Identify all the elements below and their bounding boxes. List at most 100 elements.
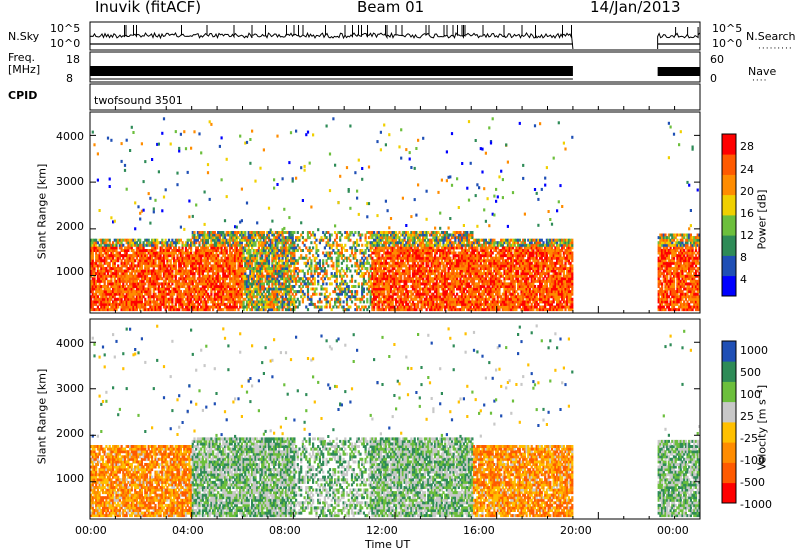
power-range-cell	[167, 274, 171, 278]
power-range-cell	[174, 246, 177, 250]
power-range-cell	[108, 238, 111, 242]
power-range-cell	[171, 272, 174, 276]
power-range-cell	[110, 246, 113, 250]
power-range-cell	[295, 300, 298, 304]
power-range-cell	[195, 282, 198, 286]
power-range-cell	[156, 287, 159, 291]
power-range-cell	[162, 279, 166, 283]
power-scatter-cell	[245, 201, 249, 205]
power-range-cell	[127, 300, 130, 304]
power-range-cell	[154, 259, 157, 263]
power-range-cell	[191, 300, 194, 304]
power-range-cell	[384, 243, 387, 247]
power-range-cell	[178, 302, 181, 306]
power-range-cell	[132, 295, 135, 299]
power-range-cell	[115, 251, 118, 255]
power-range-cell	[154, 264, 157, 268]
power-range-cell	[181, 285, 184, 288]
power-range-cell	[174, 259, 177, 263]
power-range-cell	[173, 261, 176, 265]
power-range-cell	[342, 300, 345, 304]
power-range-cell	[393, 290, 396, 294]
power-range-cell	[120, 264, 123, 268]
power-range-cell	[103, 282, 106, 286]
power-ytick-4000: 4000	[56, 130, 84, 143]
power-range-cell	[115, 241, 118, 245]
power-range-cell	[179, 277, 182, 281]
power-range-cell	[166, 241, 169, 245]
power-range-cell	[115, 305, 118, 309]
power-range-cell	[256, 256, 259, 260]
power-range-cell	[413, 243, 416, 247]
power-range-cell	[154, 241, 157, 245]
power-range-cell	[357, 282, 360, 286]
power-range-cell	[129, 290, 132, 294]
power-range-cell	[112, 243, 115, 247]
power-range-cell	[181, 261, 184, 265]
power-range-cell	[90, 285, 93, 288]
power-range-cell	[183, 269, 186, 273]
power-range-cell	[106, 269, 110, 273]
power-range-cell	[140, 243, 143, 247]
power-range-cell	[132, 287, 135, 291]
power-range-cell	[117, 251, 120, 255]
power-range-cell	[125, 282, 128, 286]
power-range-cell	[93, 238, 96, 242]
power-scatter-cell	[422, 136, 425, 140]
power-range-cell	[317, 279, 320, 283]
power-range-cell	[305, 238, 308, 242]
power-range-cell	[106, 302, 110, 306]
power-range-cell	[113, 302, 116, 306]
power-range-cell	[117, 305, 120, 309]
power-range-cell	[181, 246, 184, 250]
power-range-cell	[198, 274, 201, 278]
power-range-cell	[117, 254, 120, 258]
power-range-cell	[203, 254, 206, 258]
power-range-cell	[113, 274, 116, 278]
power-range-cell	[115, 285, 118, 288]
power-scatter-cell	[200, 151, 203, 155]
power-range-cell	[117, 267, 120, 270]
power-scatter-cell	[273, 178, 276, 182]
power-range-cell	[139, 279, 142, 283]
power-range-cell	[132, 290, 135, 294]
power-range-cell	[174, 300, 177, 304]
power-range-cell	[178, 272, 181, 276]
power-scatter-cell	[161, 209, 164, 213]
power-range-cell	[147, 259, 150, 263]
power-scatter-cell	[334, 224, 337, 228]
power-range-cell	[179, 292, 182, 296]
power-range-cell	[132, 305, 135, 309]
power-range-cell	[181, 300, 184, 304]
power-range-cell	[293, 231, 296, 234]
power-range-cell	[127, 261, 130, 265]
power-range-cell	[129, 287, 132, 291]
power-range-cell	[113, 292, 116, 296]
date-title: 14/Jan/2013	[590, 0, 681, 16]
power-range-cell	[190, 297, 193, 301]
power-range-cell	[125, 238, 128, 242]
power-range-cell	[164, 300, 167, 304]
power-range-cell	[179, 251, 182, 255]
power-range-cell	[103, 287, 106, 291]
power-range-cell	[366, 256, 369, 260]
power-range-cell	[154, 249, 157, 252]
power-scatter-cell	[190, 146, 193, 150]
power-scatter-cell	[130, 125, 133, 129]
power-range-cell	[164, 243, 167, 247]
power-range-cell	[173, 305, 176, 309]
power-range-cell	[298, 279, 301, 283]
power-range-cell	[408, 272, 411, 276]
power-range-cell	[169, 246, 172, 250]
power-range-cell	[174, 264, 177, 268]
power-range-cell	[183, 282, 186, 286]
power-range-cell	[205, 243, 208, 247]
power-range-cell	[164, 279, 167, 283]
power-range-cell	[198, 292, 201, 296]
power-range-cell	[125, 251, 128, 255]
power-range-cell	[315, 256, 318, 260]
power-range-cell	[195, 246, 198, 250]
power-range-cell	[161, 292, 164, 296]
power-range-cell	[184, 246, 188, 250]
power-range-cell	[90, 249, 93, 252]
